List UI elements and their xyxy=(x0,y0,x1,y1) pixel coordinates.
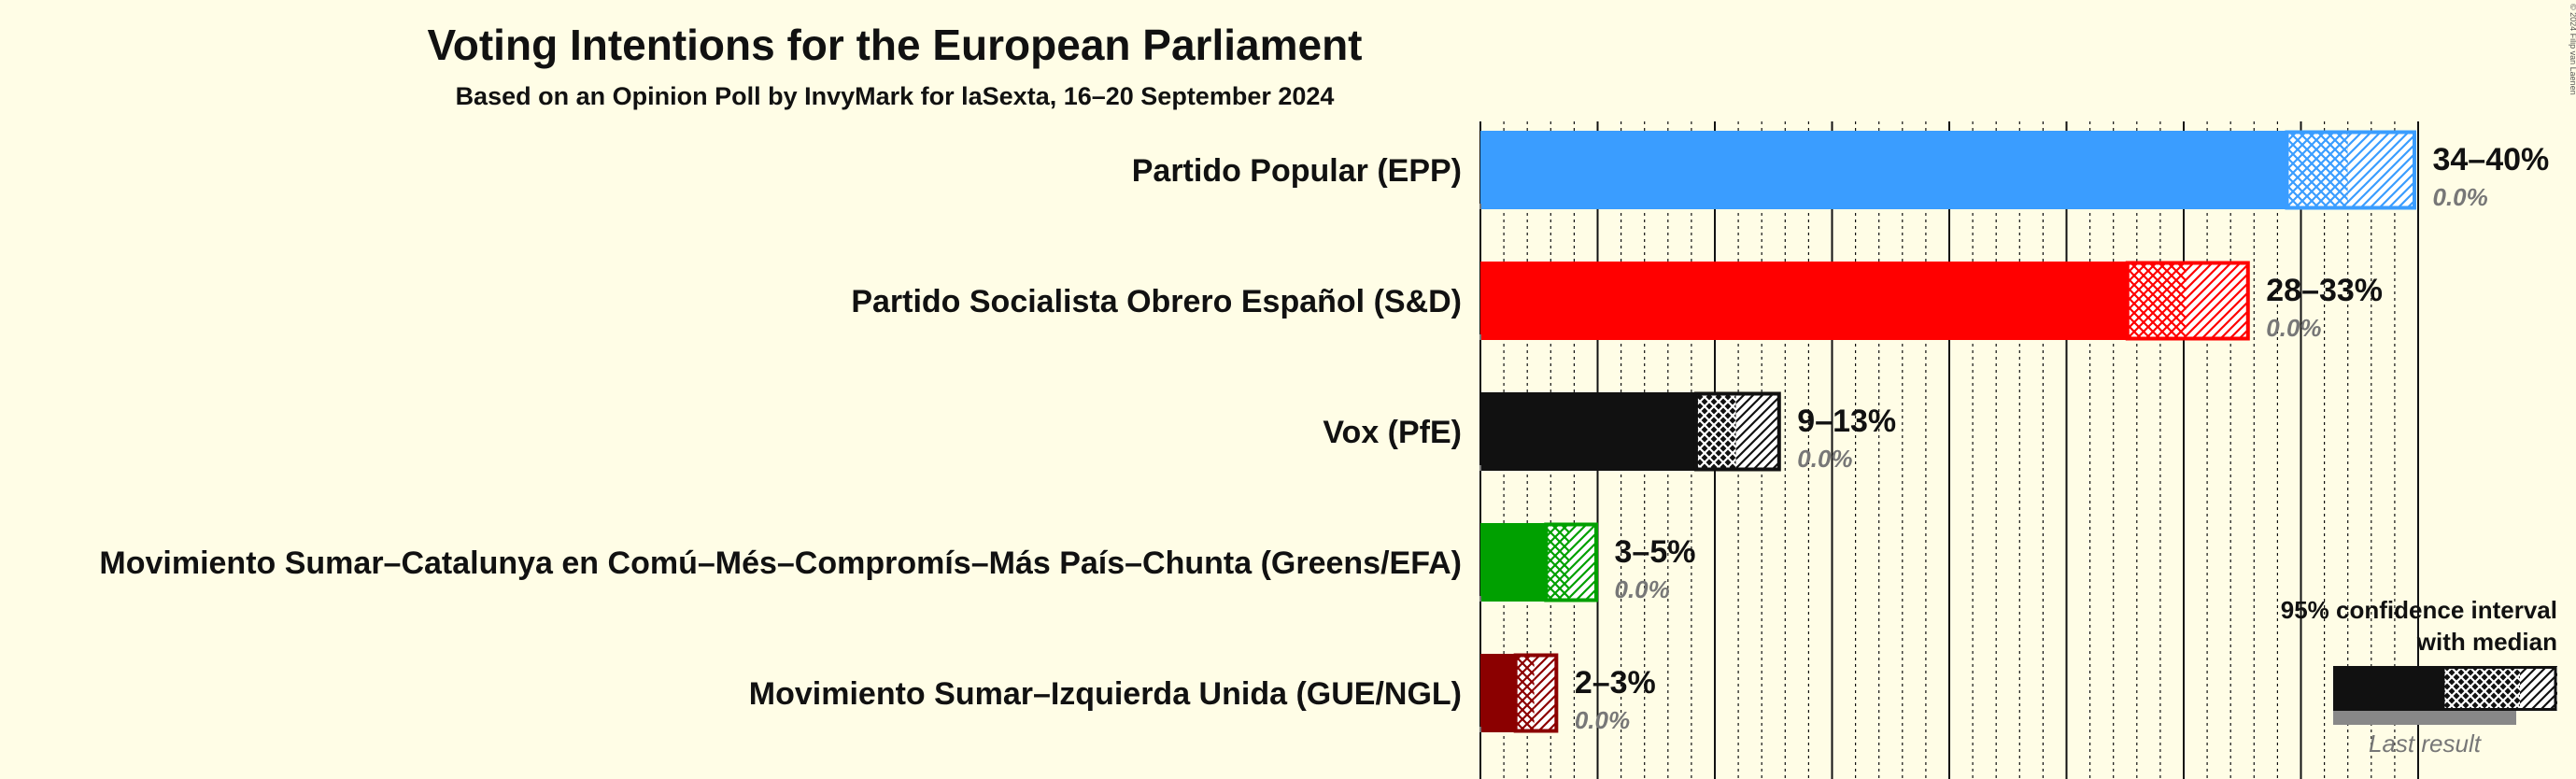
bar-ci-outline xyxy=(2125,261,2250,341)
last-result-label: 0.0% xyxy=(2266,314,2321,342)
bar-ci-outline xyxy=(1544,522,1599,602)
bars-group xyxy=(1479,130,2416,733)
legend-ci-upper xyxy=(2520,666,2557,711)
bar-ci-outline xyxy=(1693,391,1781,472)
party-bar-group xyxy=(1479,653,1559,733)
last-result-label: 0.0% xyxy=(2432,183,2487,211)
bar-ci-lower xyxy=(2127,262,2187,340)
bar-solid xyxy=(1480,392,1696,471)
party-bar-group xyxy=(1479,130,2416,210)
bar-ci-outline xyxy=(2285,130,2416,210)
party-label: Partido Socialista Obrero Español (S&D) xyxy=(851,284,1462,319)
legend-solid xyxy=(2333,666,2443,711)
legend-title-line1: 95% confidence interval xyxy=(2281,596,2557,624)
party-label: Movimiento Sumar–Catalunya en Comú–Més–C… xyxy=(99,545,1462,581)
party-bar-group xyxy=(1479,522,1599,602)
party-label: Movimiento Sumar–Izquierda Unida (GUE/NG… xyxy=(749,676,1462,712)
chart-title: Voting Intentions for the European Parli… xyxy=(428,21,1363,69)
legend-last-result-label: Last result xyxy=(2369,729,2483,758)
bar-ci-upper xyxy=(1735,392,1781,471)
copyright-text: © 2024 Filip van Laenen xyxy=(2569,4,2576,95)
last-result-label: 0.0% xyxy=(1615,575,1670,603)
legend-ci-outline xyxy=(2442,666,2557,711)
range-label: 34–40% xyxy=(2432,142,2549,177)
bar-ci-lower xyxy=(1695,392,1736,471)
bar-solid xyxy=(1480,131,2287,209)
party-bar-group xyxy=(1479,391,1781,472)
party-label: Partido Popular (EPP) xyxy=(1132,153,1462,189)
legend: 95% confidence interval with median Last… xyxy=(2281,596,2557,758)
range-label: 2–3% xyxy=(1575,665,1656,701)
range-label: 28–33% xyxy=(2266,273,2383,308)
bar-solid xyxy=(1480,654,1516,732)
bar-solid xyxy=(1480,523,1547,602)
bar-ci-outline xyxy=(1513,653,1559,733)
bar-ci-lower xyxy=(1546,523,1570,602)
bar-solid xyxy=(1480,262,2128,340)
party-bar-group xyxy=(1479,261,2250,341)
last-result-label: 0.0% xyxy=(1797,445,1852,473)
legend-last-result-bar xyxy=(2333,708,2516,725)
last-result-label: 0.0% xyxy=(1575,706,1630,734)
bar-ci-upper xyxy=(1534,654,1558,732)
party-label: Vox (PfE) xyxy=(1323,415,1462,450)
bar-ci-upper xyxy=(2347,131,2416,209)
labels-group: Partido Popular (EPP) 34–40% 0.0% Partido S… xyxy=(99,142,2549,734)
bar-ci-upper xyxy=(2186,262,2250,340)
chart-subtitle: Based on an Opinion Poll by InvyMark for… xyxy=(456,82,1335,110)
bar-ci-upper xyxy=(1569,523,1598,602)
legend-title-line2: with median xyxy=(2416,628,2557,656)
range-label: 3–5% xyxy=(1615,534,1696,570)
bar-ci-lower xyxy=(2286,131,2348,209)
range-label: 9–13% xyxy=(1797,404,1896,439)
legend-ci-lower xyxy=(2443,666,2520,711)
bar-ci-lower xyxy=(1515,654,1535,732)
